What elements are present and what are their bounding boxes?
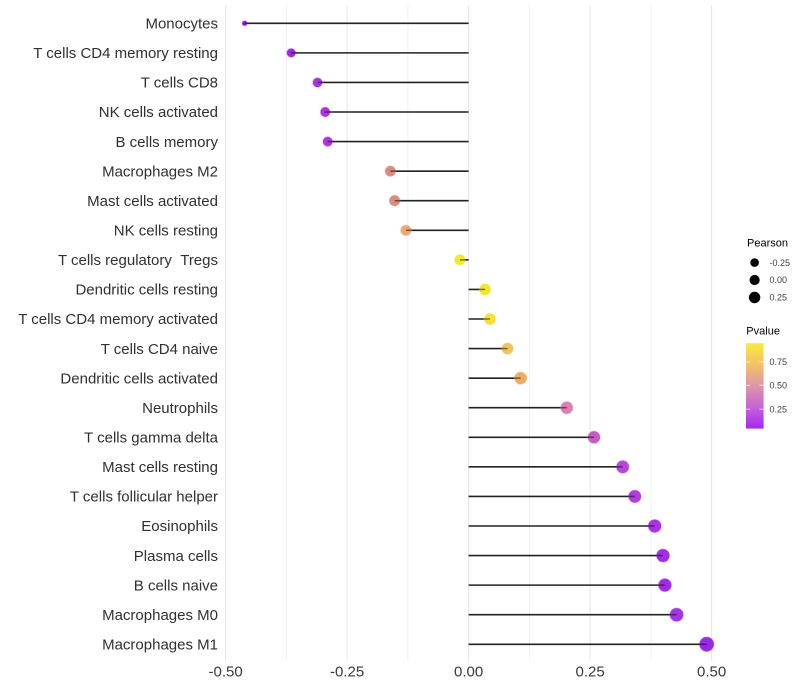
svg-text:B cells memory: B cells memory [115, 134, 218, 151]
svg-text:0.50: 0.50 [770, 380, 788, 390]
svg-text:Macrophages M1: Macrophages M1 [102, 636, 218, 653]
svg-text:T cells CD8: T cells CD8 [141, 75, 218, 92]
svg-text:Dendritic cells activated: Dendritic cells activated [60, 370, 218, 387]
svg-text:0.75: 0.75 [770, 357, 788, 367]
svg-text:NK cells activated: NK cells activated [99, 104, 218, 121]
svg-text:B cells naive: B cells naive [134, 577, 218, 594]
svg-text:T cells follicular helper: T cells follicular helper [70, 489, 218, 506]
svg-text:Pearson: Pearson [747, 238, 788, 250]
svg-text:T cells CD4 naive: T cells CD4 naive [101, 341, 218, 358]
svg-text:Macrophages M0: Macrophages M0 [102, 607, 218, 624]
svg-text:Plasma cells: Plasma cells [134, 548, 218, 565]
svg-text:-0.25: -0.25 [770, 258, 791, 268]
svg-text:Dendritic cells resting: Dendritic cells resting [75, 282, 218, 299]
svg-text:0.00: 0.00 [770, 275, 788, 285]
svg-text:Monocytes: Monocytes [145, 16, 218, 33]
svg-text:Pvalue: Pvalue [746, 326, 780, 338]
svg-text:0.25: 0.25 [770, 404, 788, 414]
svg-text:0.25: 0.25 [575, 664, 604, 681]
svg-text:T cells CD4 memory activated: T cells CD4 memory activated [18, 311, 218, 328]
svg-text:0.50: 0.50 [697, 664, 726, 681]
svg-text:0.00: 0.00 [454, 664, 483, 681]
svg-text:Neutrophils: Neutrophils [142, 400, 218, 417]
svg-text:-0.50: -0.50 [208, 664, 242, 681]
svg-text:Eosinophils: Eosinophils [141, 518, 218, 535]
svg-text:Mast cells resting: Mast cells resting [102, 459, 218, 476]
svg-text:0.25: 0.25 [770, 293, 788, 303]
svg-text:Mast cells activated: Mast cells activated [87, 193, 218, 210]
svg-text:T cells gamma delta: T cells gamma delta [84, 429, 219, 446]
svg-text:T cells CD4 memory resting: T cells CD4 memory resting [33, 45, 218, 62]
svg-text:NK cells resting: NK cells resting [114, 222, 218, 239]
svg-text:T cells regulatory Tregs: T cells regulatory Tregs [58, 252, 218, 269]
svg-text:Macrophages M2: Macrophages M2 [102, 163, 218, 180]
svg-text:-0.25: -0.25 [330, 664, 364, 681]
